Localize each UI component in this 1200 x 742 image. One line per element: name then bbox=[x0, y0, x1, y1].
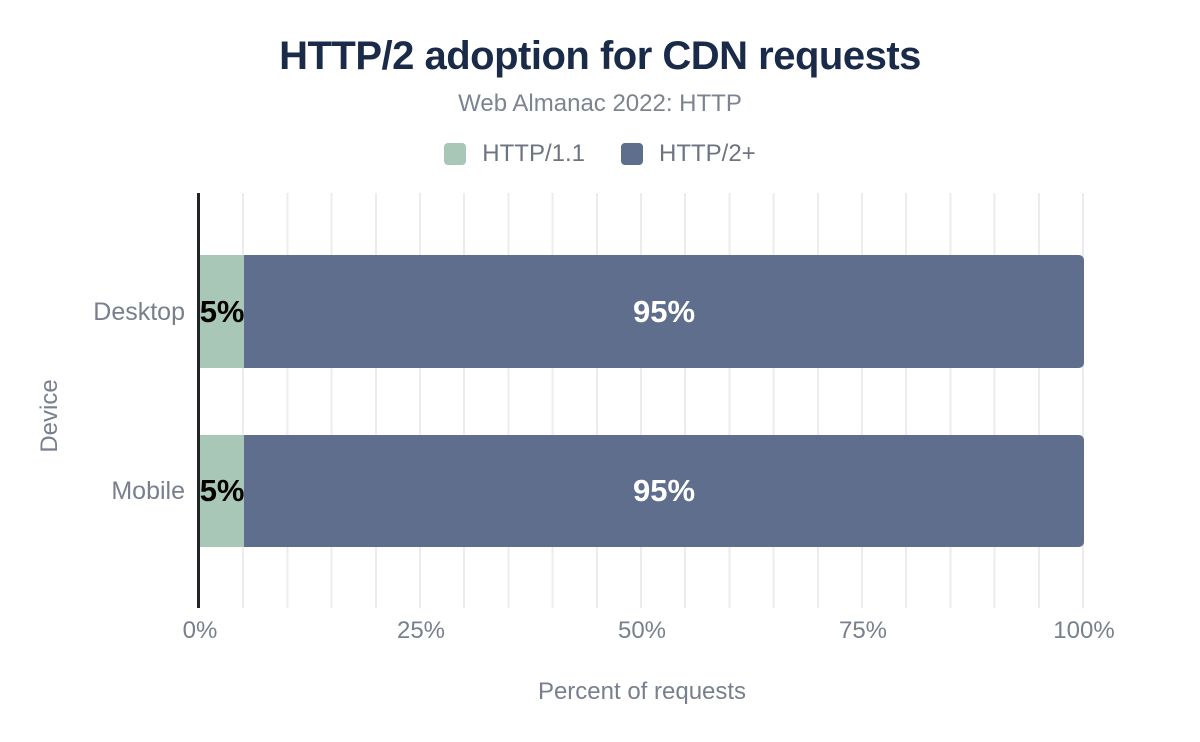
legend-label-http1: HTTP/1.1 bbox=[482, 140, 585, 167]
x-tick-0: 0% bbox=[182, 617, 218, 644]
plot-area: 5% 95% 5% 95% bbox=[200, 193, 1084, 608]
category-label-mobile: Mobile bbox=[111, 477, 185, 505]
legend-label-http2: HTTP/2+ bbox=[659, 140, 756, 167]
bar-mobile-http2-value-label: 95% bbox=[633, 473, 696, 508]
legend-swatch-http1-icon bbox=[444, 143, 467, 165]
y-axis-title: Device bbox=[36, 379, 63, 453]
y-axis-line bbox=[197, 193, 200, 608]
chart-subtitle: Web Almanac 2022: HTTP bbox=[458, 90, 742, 117]
x-tick-75: 75% bbox=[838, 617, 888, 644]
legend: HTTP/1.1 HTTP/2+ bbox=[0, 140, 1200, 168]
x-tick-100: 100% bbox=[1053, 617, 1115, 644]
bar-mobile-http1-segment: 5% bbox=[199, 435, 245, 547]
bar-desktop-http1-value-label: 5% bbox=[199, 293, 245, 329]
category-label-desktop: Desktop bbox=[93, 298, 185, 326]
legend-item-http1: HTTP/1.1 bbox=[444, 140, 585, 168]
bar-desktop-http2-segment: 95% bbox=[244, 255, 1084, 368]
bar-mobile: 5% 95% bbox=[200, 435, 1084, 547]
chart-title: HTTP/2 adoption for CDN requests bbox=[279, 34, 921, 78]
bar-mobile-http1-value-label: 5% bbox=[199, 473, 245, 508]
x-axis-title: Percent of requests bbox=[537, 678, 747, 705]
x-tick-50: 50% bbox=[617, 617, 667, 644]
bar-desktop: 5% 95% bbox=[200, 255, 1084, 368]
bar-desktop-http1-segment: 5% bbox=[199, 255, 245, 368]
bar-desktop-http2-value-label: 95% bbox=[633, 293, 696, 329]
legend-item-http2: HTTP/2+ bbox=[621, 140, 756, 168]
bar-mobile-http2-segment: 95% bbox=[244, 435, 1084, 547]
legend-swatch-http2-icon bbox=[621, 143, 643, 165]
x-tick-25: 25% bbox=[396, 617, 446, 644]
